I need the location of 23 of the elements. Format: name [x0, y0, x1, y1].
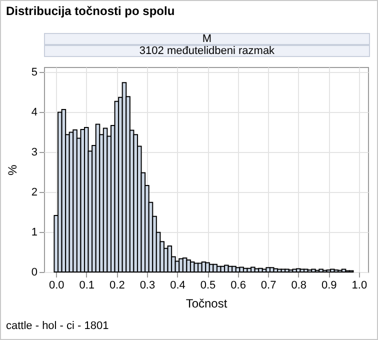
y-tick-label: 4: [31, 106, 38, 118]
chart-title: Distribucija točnosti po spolu: [6, 4, 175, 18]
x-tick-label: 0.9: [321, 280, 337, 292]
chart-subtitle: M: [44, 33, 370, 45]
y-tick-label: 3: [31, 146, 38, 158]
text: cattle - hol - ci - 1801: [6, 320, 109, 332]
x-tick-label: 0.5: [200, 280, 216, 292]
x-tick-label: 0.0: [48, 280, 64, 292]
x-tick-label: 0.6: [230, 280, 246, 292]
y-axis-title: %: [5, 164, 20, 176]
x-tick-label: 0.8: [291, 280, 307, 292]
x-tick-label: 0.4: [170, 280, 186, 292]
text: 3102 međutelidbeni razmak: [44, 45, 370, 57]
y-tick-label: 2: [31, 186, 38, 198]
x-tick-label: 0.1: [79, 280, 95, 292]
x-tick-label: 0.3: [140, 280, 156, 292]
x-tick-label: 1.0: [352, 280, 368, 292]
y-tick-label: 5: [31, 66, 38, 78]
y-tick-label: 1: [31, 226, 38, 238]
x-axis-title: Točnost: [186, 296, 228, 310]
x-tick-label: 0.2: [110, 280, 125, 292]
x-tick-label: 0.7: [260, 280, 276, 292]
y-tick-label: 0: [31, 266, 38, 278]
